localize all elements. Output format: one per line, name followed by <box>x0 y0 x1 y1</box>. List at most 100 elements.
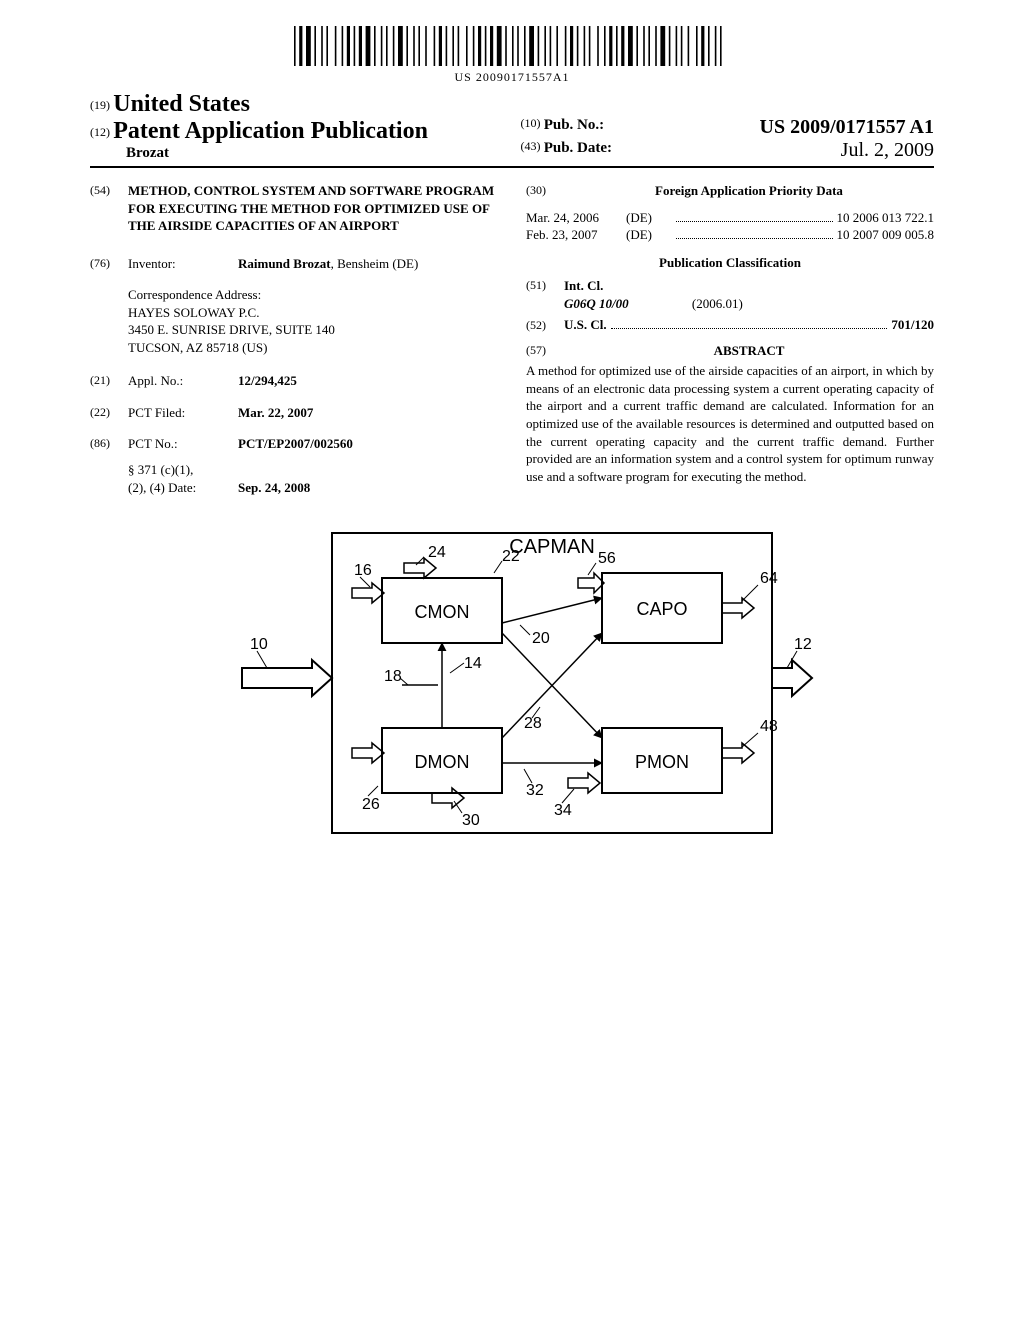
leader-32 <box>524 769 532 783</box>
foreign-priority-title: Foreign Application Priority Data <box>564 182 934 200</box>
correspondence-block: Correspondence Address: HAYES SOLOWAY P.… <box>128 286 498 356</box>
ref-56: 56 <box>598 550 616 567</box>
code-22: (22) <box>90 404 128 422</box>
code-12: (12) <box>90 125 110 139</box>
s371-l2: (2), (4) Date: <box>128 479 238 497</box>
pctno-label: PCT No.: <box>128 435 238 453</box>
uscl-label: U.S. Cl. <box>564 316 607 334</box>
capman-diagram: CAPMAN CMON CAPO DMON PMON <box>202 523 822 853</box>
ref-26: 26 <box>362 796 380 813</box>
leader-10 <box>257 651 267 668</box>
ref-24: 24 <box>428 544 446 561</box>
pmon-label: PMON <box>635 752 689 772</box>
intcl-symbol: G06Q 10/00 <box>564 296 629 311</box>
figure-area: CAPMAN CMON CAPO DMON PMON <box>90 523 934 853</box>
invention-title: METHOD, CONTROL SYSTEM AND SOFTWARE PROG… <box>128 182 498 235</box>
pctfiled-label: PCT Filed: <box>128 404 238 422</box>
cmon-label: CMON <box>415 602 470 622</box>
abstract-title: ABSTRACT <box>564 342 934 360</box>
ref-64: 64 <box>760 570 778 587</box>
priority-row: Feb. 23, 2007(DE)10 2007 009 005.8 <box>526 226 934 244</box>
inventor-name: Raimund Brozat <box>238 256 331 271</box>
arrow-64 <box>722 598 754 618</box>
ref-22: 22 <box>502 548 520 565</box>
patent-page: US 20090171557A1 (19) United States (12)… <box>0 0 1024 1320</box>
code-51: (51) <box>526 277 564 312</box>
code-52: (52) <box>526 317 564 333</box>
ref-48: 48 <box>760 718 778 735</box>
inventor-loc: , Bensheim (DE) <box>331 256 419 271</box>
left-column: (54) METHOD, CONTROL SYSTEM AND SOFTWARE… <box>90 182 498 499</box>
applno-label: Appl. No.: <box>128 372 238 390</box>
barcode-number: US 20090171557A1 <box>292 70 732 85</box>
priority-row: Mar. 24, 2006(DE)10 2006 013 722.1 <box>526 209 934 227</box>
s371-l1: § 371 (c)(1), <box>128 461 238 479</box>
applno: 12/294,425 <box>238 372 297 390</box>
pubdate-label: Pub. Date: <box>544 140 612 156</box>
leader-24 <box>416 557 424 565</box>
leader-48 <box>742 733 758 747</box>
s371-date: Sep. 24, 2008 <box>238 479 310 497</box>
corr-line-2: 3450 E. SUNRISE DRIVE, SUITE 140 <box>128 321 498 339</box>
code-30: (30) <box>526 182 564 206</box>
ref-34: 34 <box>554 802 572 819</box>
abstract-text: A method for optimized use of the airsid… <box>526 362 934 485</box>
header: (19) United States (12) Patent Applicati… <box>90 91 934 168</box>
arrow-48 <box>722 743 754 763</box>
leader-26 <box>368 786 378 796</box>
code-19: (19) <box>90 98 110 112</box>
corr-line-1: HAYES SOLOWAY P.C. <box>128 304 498 322</box>
code-10: (10) <box>520 116 540 130</box>
ref-20: 20 <box>532 630 550 647</box>
leader-64 <box>742 585 758 601</box>
pubdate: Jul. 2, 2009 <box>841 139 934 162</box>
ref-12: 12 <box>794 636 812 653</box>
country: United States <box>113 91 250 117</box>
arrow-56 <box>578 573 604 593</box>
intcl-version: (2006.01) <box>692 296 743 311</box>
code-86: (86) <box>90 435 128 453</box>
arrow-30 <box>432 788 464 808</box>
priority-list: Mar. 24, 2006(DE)10 2006 013 722.1Feb. 2… <box>526 209 934 244</box>
inventor-label: Inventor: <box>128 255 238 273</box>
arrow-26 <box>352 743 384 763</box>
intcl-label: Int. Cl. <box>564 277 934 295</box>
leader-14 <box>450 663 464 673</box>
corr-line-3: TUCSON, AZ 85718 (US) <box>128 339 498 357</box>
header-author: Brozat <box>90 145 504 162</box>
corr-label: Correspondence Address: <box>128 286 498 304</box>
ref-14: 14 <box>464 655 482 672</box>
right-column: (30) Foreign Application Priority Data M… <box>526 182 934 499</box>
barcode: US 20090171557A1 <box>292 26 732 85</box>
pctfiled: Mar. 22, 2007 <box>238 404 313 422</box>
leader-20 <box>520 625 530 635</box>
code-57: (57) <box>526 342 564 360</box>
leader-22 <box>494 561 502 573</box>
pub-cls-title: Publication Classification <box>526 254 934 272</box>
ref-32: 32 <box>526 782 544 799</box>
code-54: (54) <box>90 182 128 249</box>
capo-label: CAPO <box>636 599 687 619</box>
uscl-value: 701/120 <box>891 316 934 334</box>
edge-22 <box>502 598 602 623</box>
ref-28: 28 <box>524 715 542 732</box>
doc-type: Patent Application Publication <box>113 118 428 144</box>
pctno: PCT/EP2007/002560 <box>238 435 353 453</box>
dmon-label: DMON <box>415 752 470 772</box>
arrow-16 <box>352 583 384 603</box>
dot-leader <box>611 318 888 329</box>
barcode-svg <box>292 26 732 68</box>
arrow-12 <box>772 660 812 696</box>
code-43: (43) <box>520 139 540 153</box>
code-76: (76) <box>90 255 128 273</box>
pubno: US 2009/0171557 A1 <box>760 116 934 139</box>
code-21: (21) <box>90 372 128 390</box>
arrow-10 <box>242 660 332 696</box>
leader-34 <box>562 789 574 803</box>
ref-30: 30 <box>462 812 480 829</box>
ref-16: 16 <box>354 562 372 579</box>
ref-18: 18 <box>384 668 402 685</box>
figure-title: CAPMAN <box>509 536 595 558</box>
pubno-label: Pub. No.: <box>544 117 604 133</box>
ref-10: 10 <box>250 636 268 653</box>
